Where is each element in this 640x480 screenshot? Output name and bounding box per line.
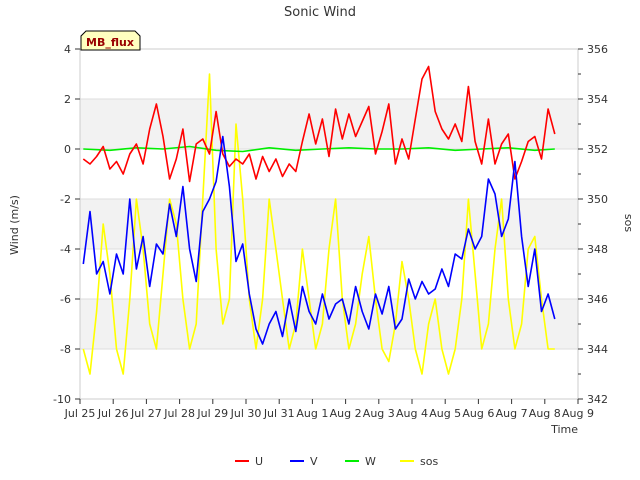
x-tick-label: Aug 7 — [496, 407, 528, 420]
x-tick-label: Aug 9 — [562, 407, 594, 420]
y-tick-label: -6 — [60, 293, 71, 306]
plot-band — [80, 49, 578, 99]
y2-tick-label: 348 — [587, 243, 608, 256]
y-tick-label: -8 — [60, 343, 71, 356]
site-badge-label: MB_flux — [86, 36, 134, 49]
legend-label-w: W — [365, 455, 376, 468]
y2-axis-label: sos — [622, 214, 635, 232]
x-tick-label: Aug 8 — [529, 407, 561, 420]
chart-title: Sonic Wind — [284, 5, 356, 20]
x-tick-label: Jul 30 — [230, 407, 262, 420]
y-axis-label: Wind (m/s) — [8, 195, 21, 255]
series-line-v — [82, 135, 556, 345]
plot-band — [80, 149, 578, 199]
site-badge: MB_flux — [80, 30, 141, 51]
y-tick-label: -2 — [60, 193, 71, 206]
x-tick-label: Jul 28 — [163, 407, 195, 420]
series-line-u — [82, 65, 556, 183]
legend-label-sos: sos — [420, 455, 438, 468]
y2-tick-label: 356 — [587, 43, 608, 56]
axes: -10 -8 -6 -4 -2 0 2 4 342 344 346 348 350 352 354 356 Ju… — [53, 43, 608, 420]
y2-tick-label: 344 — [587, 343, 608, 356]
series-line-w — [83, 145, 555, 153]
y2-tick-label: 354 — [587, 93, 608, 106]
legend-label-v: V — [310, 455, 318, 468]
y2-tick-label: 350 — [587, 193, 608, 206]
y-tick-label: 0 — [64, 143, 71, 156]
x-tick-label: Aug 4 — [396, 407, 428, 420]
plot-band — [80, 199, 578, 249]
y2-tick-label: 342 — [587, 393, 608, 406]
y-tick-label: -4 — [60, 243, 71, 256]
x-tick-label: Jul 31 — [263, 407, 295, 420]
x-tick-label: Jul 26 — [97, 407, 129, 420]
x-tick-label: Aug 2 — [330, 407, 362, 420]
x-tick-label: Aug 6 — [462, 407, 494, 420]
site-badge-box — [80, 30, 141, 51]
x-tick-label: Aug 1 — [296, 407, 328, 420]
y-tick-label: -10 — [53, 393, 71, 406]
y2-tick-label: 352 — [587, 143, 608, 156]
plot-background-bands — [80, 49, 578, 399]
legend-label-u: U — [255, 455, 263, 468]
series-lines — [82, 65, 556, 375]
x-tick-label: Aug 5 — [429, 407, 461, 420]
x-axis-label: Time — [550, 423, 578, 436]
x-tick-label: Aug 3 — [363, 407, 395, 420]
y-tick-label: 4 — [64, 43, 71, 56]
series-line-sos — [82, 73, 555, 375]
x-tick-label: Jul 29 — [196, 407, 228, 420]
plot-band — [80, 299, 578, 349]
x-tick-label: Jul 25 — [64, 407, 96, 420]
y-tick-label: 2 — [64, 93, 71, 106]
x-tick-label: Jul 27 — [130, 407, 162, 420]
y2-tick-label: 346 — [587, 293, 608, 306]
plot-band — [80, 349, 578, 399]
